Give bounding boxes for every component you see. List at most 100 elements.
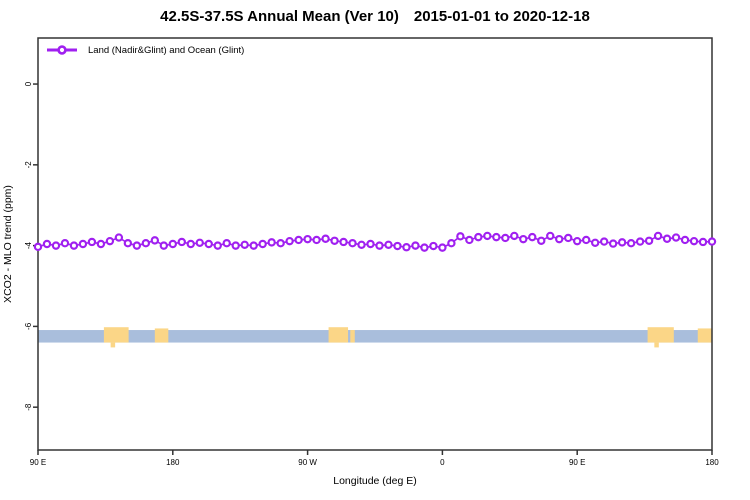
- data-point: [330, 236, 339, 245]
- data-point: [581, 235, 591, 245]
- data-point: [420, 243, 429, 252]
- data-point: [465, 235, 474, 245]
- data-point: [213, 241, 222, 250]
- map-strip-land: [647, 327, 674, 343]
- data-point: [42, 239, 52, 249]
- data-point: [60, 238, 70, 248]
- data-point: [186, 239, 195, 249]
- data-point: [501, 233, 510, 243]
- data-point: [393, 241, 402, 251]
- data-point: [644, 236, 654, 245]
- data-point: [141, 238, 151, 248]
- data-point: [635, 237, 645, 246]
- data-point: [698, 237, 708, 247]
- data-point: [267, 238, 276, 247]
- data-point: [447, 238, 456, 248]
- x-tick-label: 180: [166, 458, 180, 467]
- legend-circle-icon: [57, 45, 67, 55]
- data-point: [51, 241, 61, 250]
- data-point: [231, 241, 240, 250]
- chart-title-daterange: 2015-01-01 to 2020-12-18: [413, 8, 590, 25]
- data-line: [37, 235, 713, 249]
- data-point: [564, 233, 573, 243]
- chart-title-region: 42.5S-37.5S Annual Mean (Ver 10): [160, 8, 399, 25]
- y-tick-label: -6: [24, 322, 33, 330]
- data-point: [411, 241, 420, 250]
- data-point: [150, 236, 160, 245]
- data-point: [555, 234, 564, 244]
- data-point: [438, 243, 447, 252]
- data-point: [474, 232, 483, 242]
- data-point: [402, 243, 411, 252]
- y-tick-label: -4: [24, 242, 33, 250]
- x-tick-label: 90 W: [298, 458, 317, 467]
- data-point: [528, 232, 537, 242]
- data-point: [608, 239, 618, 248]
- data-point: [546, 231, 555, 241]
- data-point: [573, 236, 582, 246]
- data-point: [689, 236, 699, 246]
- x-tick-label: 0: [440, 458, 445, 467]
- data-point: [617, 238, 627, 247]
- data-point: [671, 233, 681, 242]
- x-tick-label: 180: [705, 458, 719, 467]
- legend: Land (Nadir&Glint) and Ocean (Glint): [45, 44, 244, 56]
- data-point: [375, 241, 384, 250]
- data-point: [357, 240, 366, 250]
- data-point: [626, 238, 636, 248]
- data-point: [87, 237, 97, 247]
- data-point: [258, 239, 267, 249]
- data-point: [168, 239, 177, 249]
- data-point: [366, 239, 375, 249]
- data-point: [321, 234, 330, 243]
- data-point: [429, 241, 438, 251]
- data-point: [114, 233, 124, 242]
- map-strip-land: [110, 342, 116, 348]
- map-strip-ocean: [38, 330, 712, 343]
- data-point: [519, 234, 528, 244]
- data-point: [276, 238, 285, 248]
- chart-title: 42.5S-37.5S Annual Mean (Ver 10) 2015-01…: [0, 8, 750, 25]
- data-point: [680, 235, 690, 245]
- data-point: [707, 237, 717, 246]
- data-point: [312, 235, 321, 245]
- data-point: [222, 238, 231, 248]
- data-point: [590, 238, 600, 247]
- map-strip-land: [103, 327, 129, 343]
- x-axis-label: Longitude (deg E): [333, 475, 417, 487]
- data-point: [456, 232, 465, 241]
- data-point: [33, 242, 43, 252]
- data-point: [105, 236, 115, 246]
- data-point: [285, 236, 294, 246]
- legend-marker-icon: [47, 45, 77, 55]
- data-point: [303, 234, 312, 244]
- data-point: [599, 237, 609, 246]
- data-point: [483, 231, 492, 241]
- y-tick-label: -8: [24, 403, 33, 411]
- data-point: [177, 237, 186, 247]
- data-point: [348, 238, 357, 248]
- legend-label: Land (Nadir&Glint) and Ocean (Glint): [88, 44, 245, 56]
- y-tick-label: 0: [24, 81, 33, 86]
- data-point: [132, 241, 142, 250]
- data-point: [78, 239, 88, 249]
- data-point: [195, 238, 204, 247]
- data-point: [204, 239, 213, 249]
- x-tick-label: 90 E: [30, 458, 46, 467]
- data-point: [653, 231, 663, 241]
- data-point: [240, 240, 249, 250]
- data-point: [159, 241, 169, 250]
- data-point: [384, 240, 393, 250]
- data-point: [96, 239, 106, 249]
- map-strip-land: [697, 328, 712, 343]
- y-tick-label: -2: [24, 161, 33, 169]
- data-point: [339, 237, 348, 247]
- data-point: [662, 234, 672, 243]
- data-point: [294, 235, 303, 245]
- map-strip-land: [328, 327, 349, 343]
- data-point: [492, 232, 501, 242]
- map-strip-land: [654, 342, 659, 348]
- data-point: [69, 241, 79, 250]
